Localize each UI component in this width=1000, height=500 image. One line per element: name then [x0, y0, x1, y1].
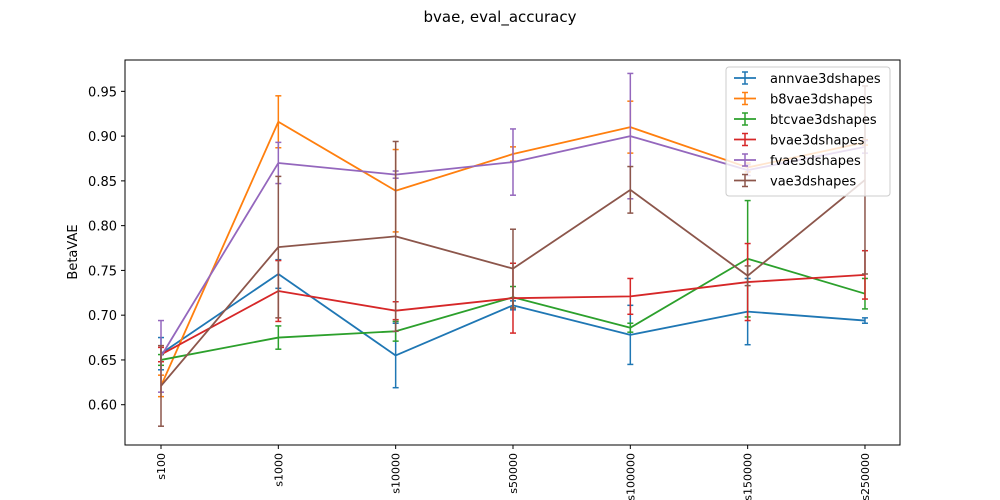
legend-label: fvae3dshapes: [770, 154, 861, 169]
x-tick-label: s50000: [507, 453, 520, 494]
x-tick-label: s250000: [859, 453, 872, 500]
legend-item: bvae3dshapes: [734, 132, 865, 149]
legend-label: btcvae3dshapes: [770, 113, 877, 128]
x-tick-label: s1000: [272, 453, 285, 487]
y-tick-label: 0.75: [88, 264, 117, 279]
y-tick-label: 0.80: [88, 220, 117, 235]
legend-box: [725, 66, 891, 197]
legend-item: annvae3dshapes: [734, 71, 881, 87]
legend-label: b8vae3dshapes: [770, 93, 873, 108]
y-axis-label: BetaVAE: [66, 224, 81, 279]
legend-item: b8vae3dshapes: [734, 91, 873, 108]
legend-label: annvae3dshapes: [770, 72, 881, 87]
chart-title: bvae, eval_accuracy: [424, 8, 577, 27]
y-tick-label: 0.90: [88, 130, 117, 145]
x-tick-label: s150000: [742, 453, 755, 500]
y-tick-label: 0.70: [88, 309, 117, 324]
legend-item: vae3dshapes: [734, 173, 856, 190]
legend-label: vae3dshapes: [770, 175, 856, 190]
y-axis: 0.60 0.65 0.70 0.75 0.80 0.85 0.90 0.95: [88, 85, 125, 414]
y-tick-label: 0.95: [88, 85, 117, 100]
legend-item: btcvae3dshapes: [734, 112, 877, 128]
x-tick-label: s100: [155, 453, 168, 480]
legend: annvae3dshapes b8vae3dshapes btcvae3dshape…: [725, 66, 891, 197]
y-tick-label: 0.65: [88, 354, 117, 369]
legend-item: fvae3dshapes: [734, 153, 861, 169]
legend-label: bvae3dshapes: [770, 134, 865, 149]
x-tick-label: s100000: [624, 453, 637, 500]
y-tick-label: 0.85: [88, 175, 117, 190]
x-axis: s100 s1000 s10000 s50000 s100000 s150000 s2500…: [155, 445, 872, 500]
x-tick-label: s10000: [390, 453, 403, 494]
y-tick-label: 0.60: [88, 399, 117, 414]
plot-frame: [124, 59, 901, 446]
